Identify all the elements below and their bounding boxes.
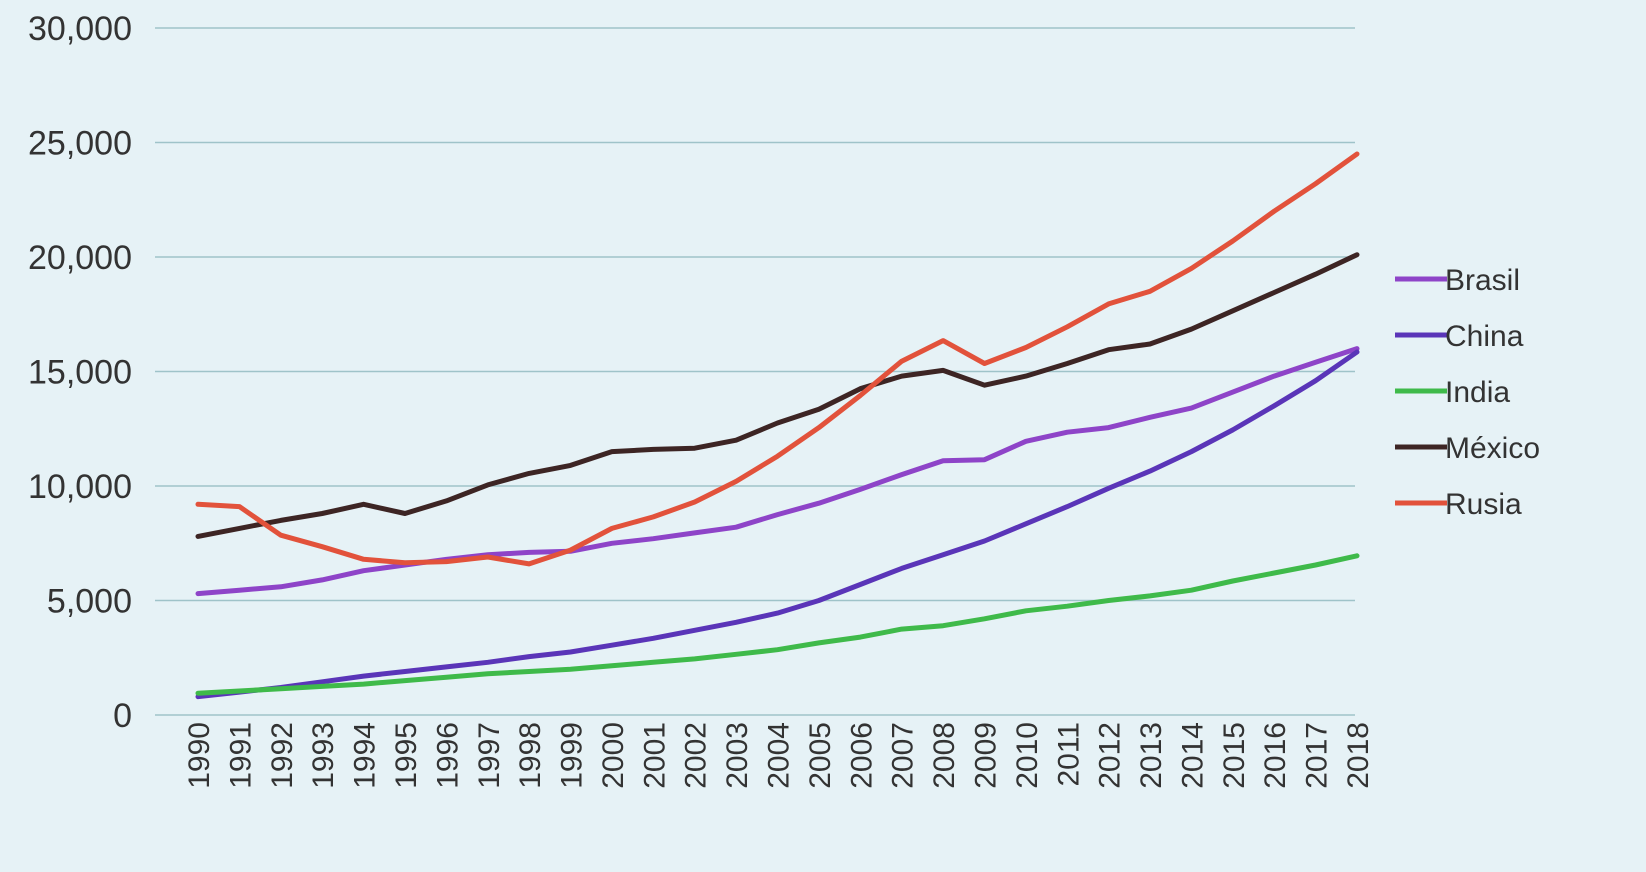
legend: Brasil China India México Rusia	[1395, 264, 1540, 521]
series-line-china	[195, 349, 1360, 700]
legend-label: México	[1445, 432, 1540, 465]
x-tick-label: 1996	[431, 722, 464, 789]
series-line-méxico	[195, 252, 1360, 539]
x-tick-label: 2011	[1052, 722, 1085, 787]
x-tick-label: 2003	[721, 722, 754, 789]
legend-label: China	[1445, 320, 1524, 353]
x-tick-label: 1992	[266, 722, 299, 789]
x-tick-label: 1994	[349, 722, 382, 789]
x-tick-label: 2014	[1176, 722, 1209, 789]
x-tick-label: 1990	[183, 722, 216, 789]
x-tick-label: 1991	[224, 722, 257, 789]
y-tick-label: 5,000	[47, 583, 132, 621]
x-tick-label: 2010	[1011, 722, 1044, 789]
y-tick-label: 30,000	[28, 10, 132, 48]
x-tick-label: 2008	[928, 722, 961, 789]
series-lines	[195, 151, 1360, 700]
y-tick-label: 10,000	[28, 468, 132, 506]
y-tick-label: 15,000	[28, 354, 132, 392]
x-tick-label: 1993	[307, 722, 340, 789]
legend-label: Rusia	[1445, 488, 1522, 521]
x-tick-label: 2005	[804, 722, 837, 789]
legend-label: India	[1445, 376, 1510, 409]
x-tick-label: 2018	[1342, 722, 1375, 789]
x-tick-label: 2013	[1135, 722, 1168, 789]
x-tick-label: 2000	[597, 722, 630, 789]
x-tick-label: 2007	[887, 722, 920, 789]
grid-lines	[155, 27, 1355, 716]
x-tick-label: 2009	[969, 722, 1002, 789]
series-line-rusia	[195, 151, 1360, 567]
x-tick-label: 2001	[638, 722, 671, 789]
series-line-india	[195, 553, 1360, 696]
x-tick-label: 2004	[763, 722, 796, 789]
x-tick-label: 1995	[390, 722, 423, 789]
x-tick-label: 1997	[473, 722, 506, 789]
legend-label: Brasil	[1445, 264, 1520, 297]
x-tick-label: 2006	[845, 722, 878, 789]
y-tick-label: 0	[113, 697, 132, 735]
y-tick-label: 20,000	[28, 239, 132, 277]
x-tick-label: 2017	[1301, 722, 1334, 789]
y-tick-label: 25,000	[28, 125, 132, 163]
series-line-brasil	[195, 346, 1360, 597]
x-tick-label: 1998	[514, 722, 547, 789]
x-tick-label: 2012	[1094, 722, 1127, 789]
x-tick-label: 2016	[1259, 722, 1292, 789]
x-tick-label: 2015	[1218, 722, 1251, 789]
axes: 0 5,000 10,000 15,000 20,000 25,000 30,000 1990…	[28, 10, 1375, 789]
x-tick-label: 2002	[680, 722, 713, 789]
x-tick-label: 1999	[556, 722, 589, 789]
